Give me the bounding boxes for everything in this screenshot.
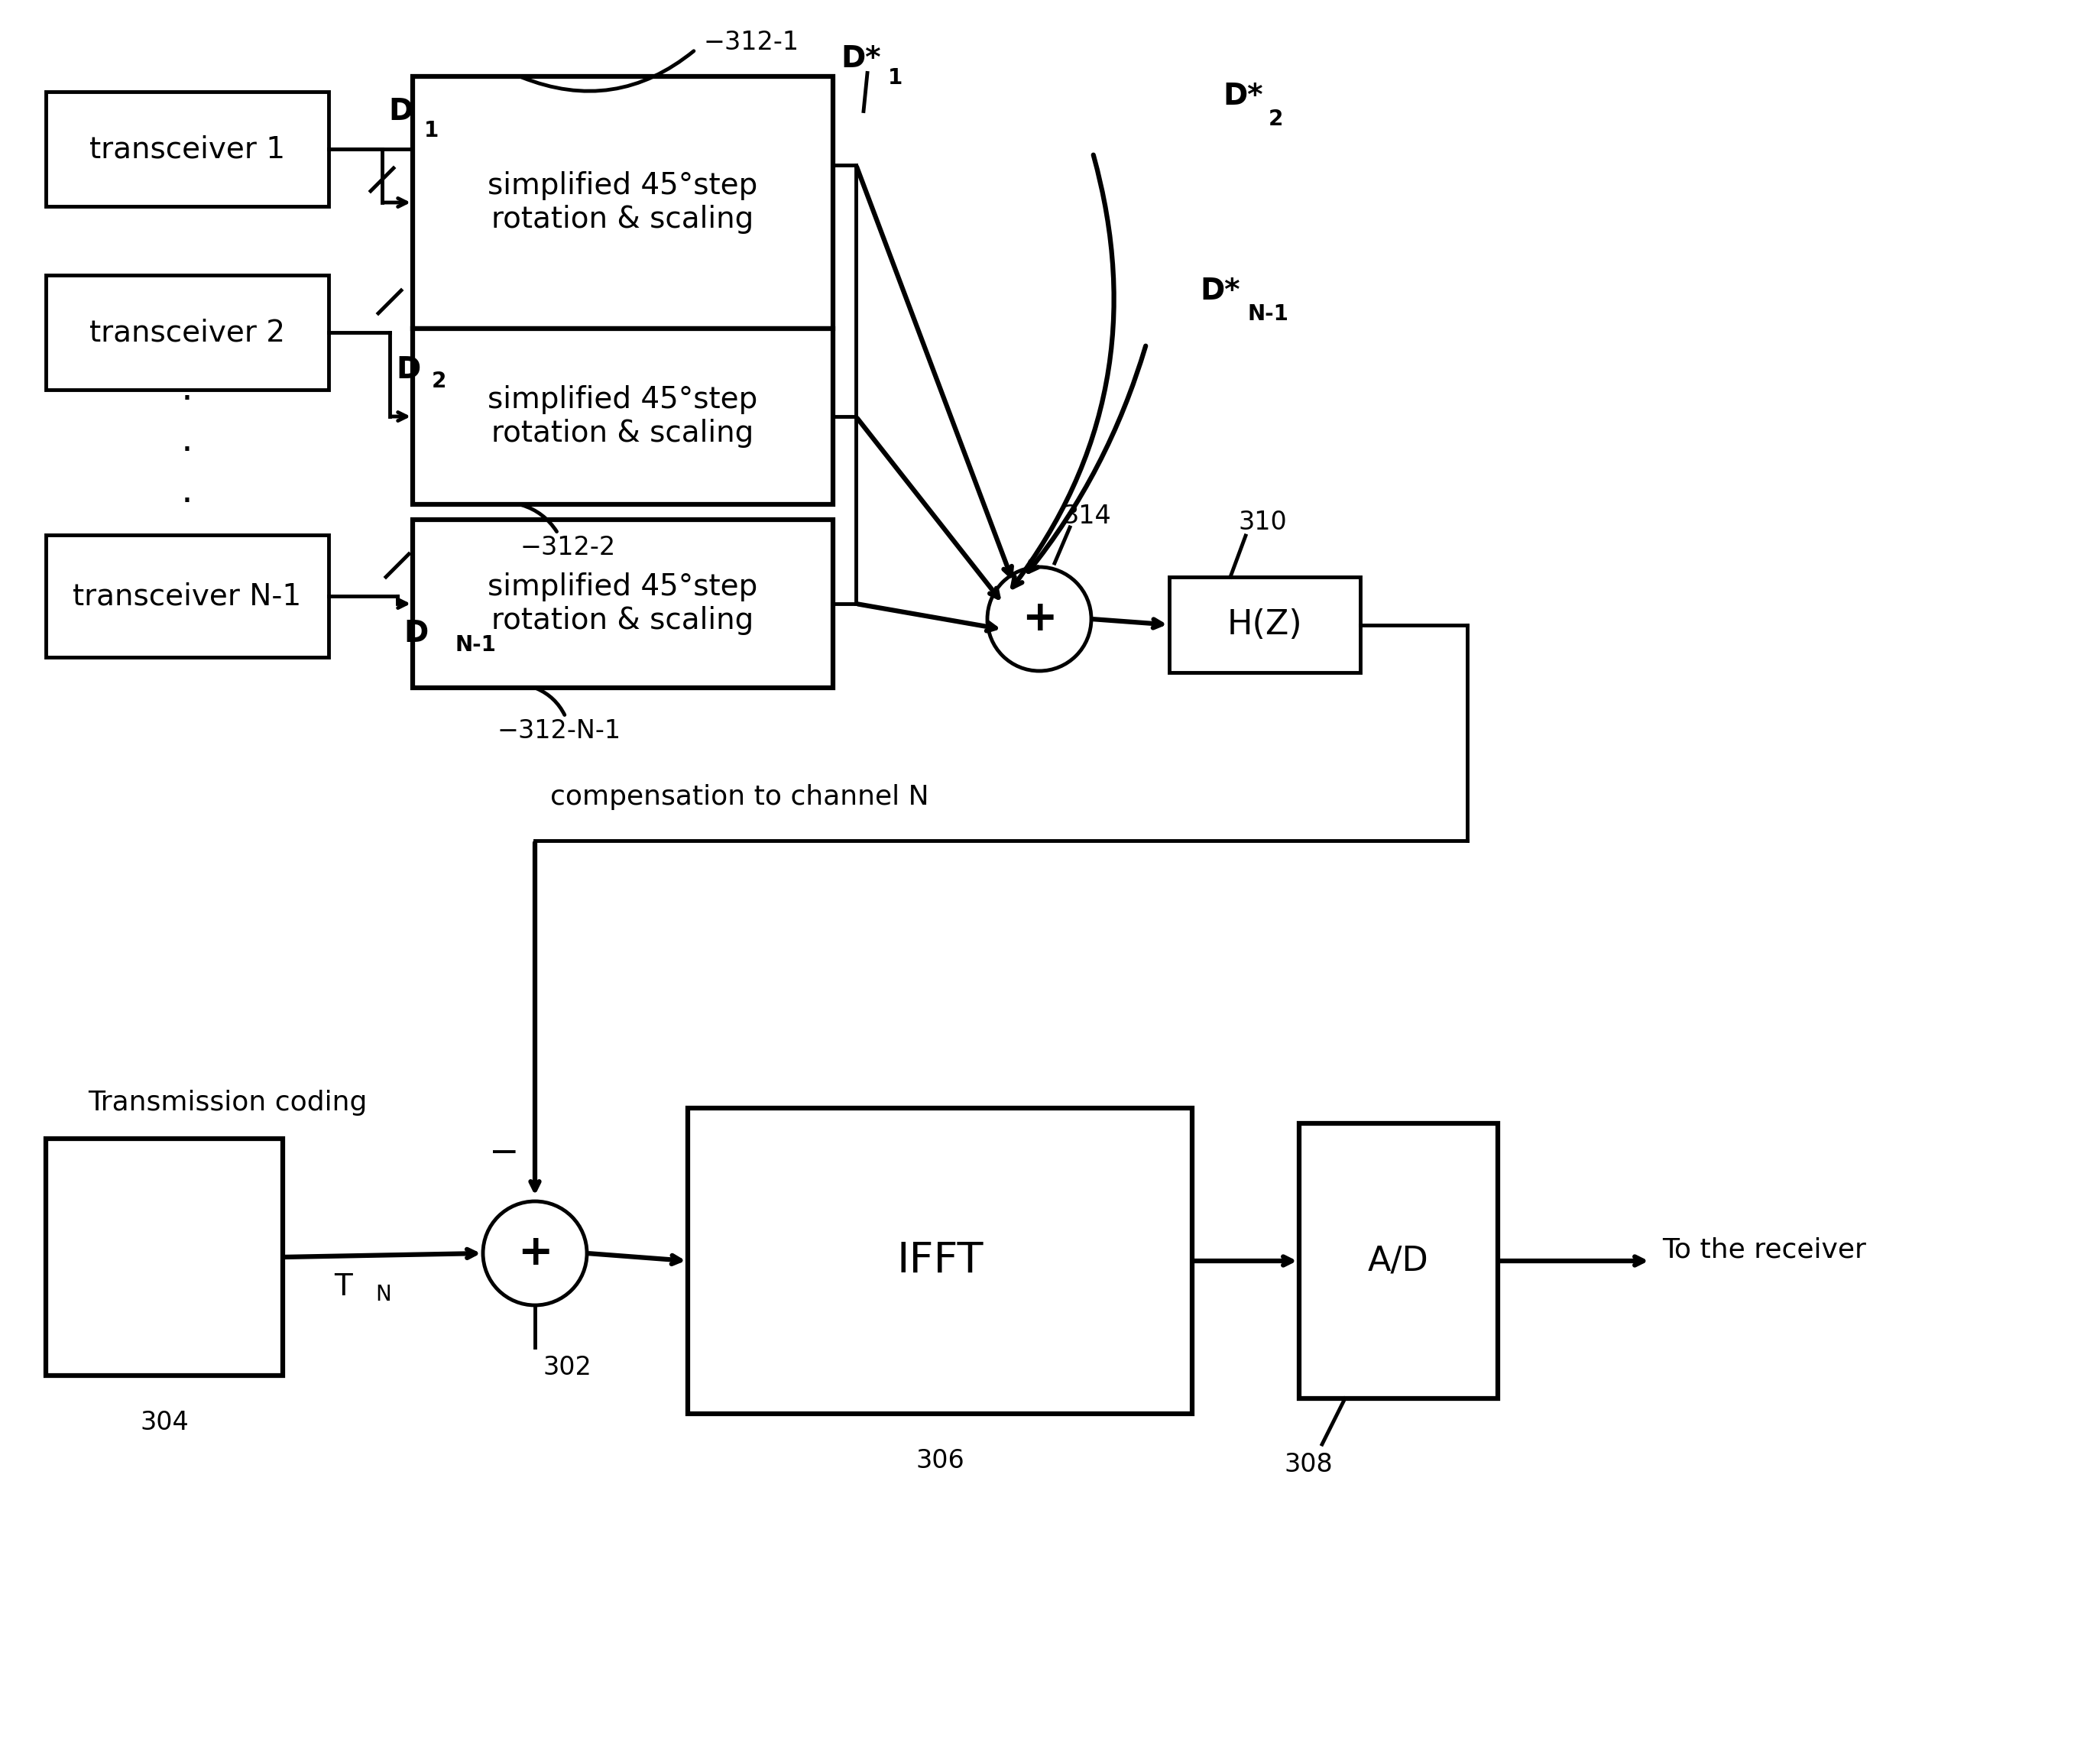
Bar	[689, 1108, 1193, 1414]
Text: H(Z): H(Z)	[1226, 609, 1302, 640]
FancyArrowPatch shape	[538, 688, 565, 716]
Text: 308: 308	[1283, 1452, 1334, 1477]
Text: IFFT: IFFT	[897, 1241, 983, 1281]
Text: T: T	[334, 1272, 353, 1302]
Text: transceiver 1: transceiver 1	[90, 135, 286, 163]
FancyArrowPatch shape	[521, 51, 693, 91]
Text: D*: D*	[1199, 276, 1239, 306]
FancyArrowPatch shape	[521, 506, 556, 532]
Text: ·
·
·: · · ·	[181, 382, 193, 520]
Text: simplified 45°step
rotation & scaling: simplified 45°step rotation & scaling	[487, 172, 758, 234]
Text: simplified 45°step
rotation & scaling: simplified 45°step rotation & scaling	[487, 572, 758, 635]
Text: N-1: N-1	[1247, 303, 1287, 326]
Bar	[46, 275, 328, 390]
Text: D: D	[397, 355, 420, 385]
FancyArrowPatch shape	[1029, 346, 1147, 572]
Text: +: +	[1021, 598, 1056, 640]
Text: 310: 310	[1239, 509, 1287, 536]
Circle shape	[987, 567, 1092, 670]
Text: +: +	[517, 1232, 552, 1274]
Bar	[414, 329, 834, 504]
Bar	[414, 77, 834, 329]
Text: transceiver N-1: transceiver N-1	[74, 581, 302, 611]
Text: 2: 2	[433, 371, 447, 392]
Bar	[1300, 1124, 1497, 1398]
Text: −312-2: −312-2	[519, 536, 615, 560]
Text: D*: D*	[840, 44, 880, 74]
Text: D*: D*	[1222, 82, 1262, 110]
Text: compensation to channel N: compensation to channel N	[550, 784, 928, 810]
Text: To the receiver: To the receiver	[1661, 1237, 1867, 1262]
Text: −312-N-1: −312-N-1	[498, 718, 622, 744]
Text: 314: 314	[1063, 504, 1111, 528]
Bar	[1170, 578, 1361, 672]
Text: −: −	[489, 1136, 519, 1171]
Circle shape	[483, 1200, 586, 1306]
Text: N: N	[376, 1284, 391, 1306]
Text: 304: 304	[141, 1410, 189, 1435]
Text: N-1: N-1	[456, 634, 496, 656]
Text: A/D: A/D	[1367, 1244, 1428, 1277]
Text: simplified 45°step
rotation & scaling: simplified 45°step rotation & scaling	[487, 385, 758, 448]
Text: −312-1: −312-1	[704, 30, 798, 54]
Text: 2: 2	[1268, 108, 1283, 129]
Text: transceiver 2: transceiver 2	[90, 318, 286, 346]
Text: D: D	[388, 96, 414, 126]
Bar	[46, 1139, 284, 1376]
Text: 306: 306	[916, 1449, 964, 1473]
Text: Transmission coding: Transmission coding	[88, 1090, 367, 1117]
FancyArrowPatch shape	[1012, 156, 1113, 586]
Bar	[414, 520, 834, 688]
Text: 1: 1	[424, 121, 439, 142]
Bar	[46, 91, 328, 207]
Bar	[46, 536, 328, 658]
Text: D: D	[403, 620, 428, 648]
Text: 1: 1	[888, 66, 903, 88]
Text: 302: 302	[542, 1354, 592, 1381]
